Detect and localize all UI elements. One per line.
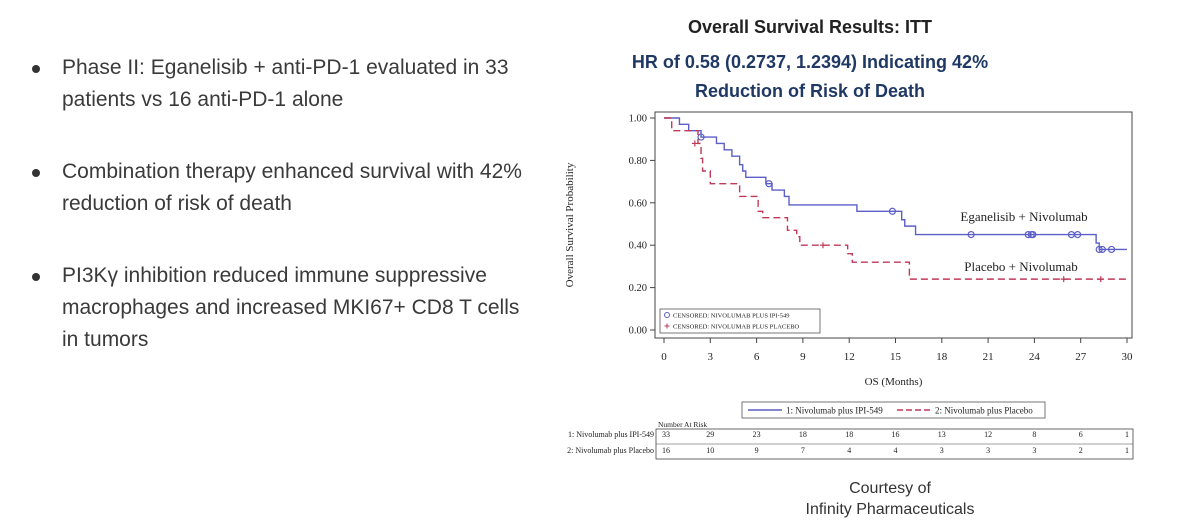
x-tick-label: 27 xyxy=(1075,351,1087,363)
risk-table-cell: 13 xyxy=(938,430,946,439)
risk-table-cell: 9 xyxy=(755,446,759,455)
series-line-1 xyxy=(664,117,1127,251)
bullet-dot-icon xyxy=(32,65,40,73)
x-tick-label: 6 xyxy=(754,351,760,363)
risk-table-row-label: 1: Nivolumab plus IPI-549 xyxy=(568,430,654,439)
risk-table-cell: 29 xyxy=(706,430,714,439)
censor-marker-1 xyxy=(1029,231,1037,239)
x-tick-label: 15 xyxy=(890,351,902,363)
x-tick-label: 24 xyxy=(1029,351,1041,363)
bullet-text: Combination therapy enhanced survival wi… xyxy=(62,160,522,215)
bullet-text: Phase II: Eganelisib + anti-PD-1 evaluat… xyxy=(62,56,509,111)
risk-table-cell: 16 xyxy=(662,446,670,455)
y-tick-label: 0.60 xyxy=(629,198,647,209)
chart-title: Overall Survival Results: ITT xyxy=(687,17,933,37)
bullet-list: Phase II: Eganelisib + anti-PD-1 evaluat… xyxy=(28,52,528,396)
risk-table-cell: 1 xyxy=(1125,446,1129,455)
bullet-item: Phase II: Eganelisib + anti-PD-1 evaluat… xyxy=(28,52,528,116)
bullet-item: PI3Kγ inhibition reduced immune suppress… xyxy=(28,260,528,356)
y-tick-label: 0.20 xyxy=(629,283,647,294)
censor-marker-1 xyxy=(967,231,975,239)
chart-subtitle-line1: HR of 0.58 (0.2737, 1.2394) Indicating 4… xyxy=(631,52,989,72)
censor-legend-circle-icon xyxy=(664,312,670,318)
risk-table-cell: 4 xyxy=(894,446,898,455)
series-line-2 xyxy=(664,117,1127,280)
risk-table-cell: 10 xyxy=(706,446,714,455)
risk-table-cell: 1 xyxy=(1125,430,1129,439)
y-tick-label: 0.40 xyxy=(629,241,647,252)
plot-frame xyxy=(654,111,1133,339)
censor-legend-label-1: CENSORED: NIVOLUMAB PLUS IPI-549 xyxy=(673,313,789,320)
risk-table-cell: 4 xyxy=(847,446,851,455)
series-legend-box xyxy=(741,401,1046,419)
x-tick-label: 18 xyxy=(936,351,948,363)
risk-table-cell: 8 xyxy=(1032,430,1036,439)
x-tick-label: 0 xyxy=(661,351,667,363)
risk-table-cell: 3 xyxy=(986,446,990,455)
censor-legend-label-2: CENSORED: NIVOLUMAB PLUS PLACEBO xyxy=(673,324,800,331)
censor-legend-plus-icon xyxy=(664,323,670,329)
bullet-text: PI3Kγ inhibition reduced immune suppress… xyxy=(62,264,520,351)
risk-table-cell: 2 xyxy=(1079,446,1083,455)
censor-marker-1 xyxy=(1095,245,1103,254)
risk-table-cell: 6 xyxy=(1079,430,1083,439)
risk-table-cell: 7 xyxy=(801,446,805,455)
risk-table-cell: 23 xyxy=(753,430,761,439)
credit-line2: Infinity Pharmaceuticals xyxy=(805,501,975,518)
x-tick-label: 21 xyxy=(983,351,994,363)
censor-legend-box xyxy=(659,308,821,334)
y-tick-label: 0.80 xyxy=(629,156,647,167)
legend-label-1: 1: Nivolumab plus IPI-549 xyxy=(786,406,883,416)
risk-table-cell: 3 xyxy=(940,446,944,455)
x-tick-label: 3 xyxy=(708,351,714,363)
risk-table-cell: 18 xyxy=(799,430,807,439)
x-tick-label: 12 xyxy=(844,351,855,363)
y-tick-label: 0.00 xyxy=(629,326,647,337)
censor-marker-1 xyxy=(888,207,897,215)
censor-marker-2 xyxy=(1097,276,1104,283)
risk-table-row-label: 2: Nivolumab plus Placebo xyxy=(567,446,654,455)
y-tick-label: 1.00 xyxy=(629,114,647,125)
risk-table-cell: 18 xyxy=(845,430,853,439)
bullet-dot-icon xyxy=(32,169,40,177)
censor-marker-1 xyxy=(1107,245,1116,254)
annotation-placebo: Placebo + Nivolumab xyxy=(964,259,1077,274)
censor-marker-2 xyxy=(819,242,826,249)
legend-label-2: 2: Nivolumab plus Placebo xyxy=(935,406,1033,416)
censor-marker-1 xyxy=(765,180,773,188)
x-axis-label: OS (Months) xyxy=(865,376,923,388)
annotation-eganelisib: Eganelisib + Nivolumab xyxy=(960,209,1087,224)
censor-marker-1 xyxy=(1098,245,1106,254)
x-tick-label: 30 xyxy=(1122,351,1134,363)
risk-table-cell: 16 xyxy=(892,430,900,439)
censor-marker-2 xyxy=(1060,276,1067,283)
y-axis-label: Overall Survival Probability xyxy=(564,162,576,287)
censor-marker-1 xyxy=(1024,231,1032,239)
risk-table-cell: 12 xyxy=(984,430,992,439)
censor-marker-2 xyxy=(691,140,698,147)
censor-marker-1 xyxy=(697,133,705,141)
censor-marker-1 xyxy=(1074,231,1082,239)
risk-table-cell: 3 xyxy=(1032,446,1036,455)
chart-subtitle-line2: Reduction of Risk of Death xyxy=(694,81,925,101)
risk-table-cell: 33 xyxy=(662,430,670,439)
credit-line1: Courtesy of xyxy=(849,480,931,497)
bullet-item: Combination therapy enhanced survival wi… xyxy=(28,156,528,220)
bullet-dot-icon xyxy=(32,273,40,281)
risk-table-header: Number At Risk xyxy=(658,420,707,429)
x-tick-label: 9 xyxy=(800,351,806,363)
